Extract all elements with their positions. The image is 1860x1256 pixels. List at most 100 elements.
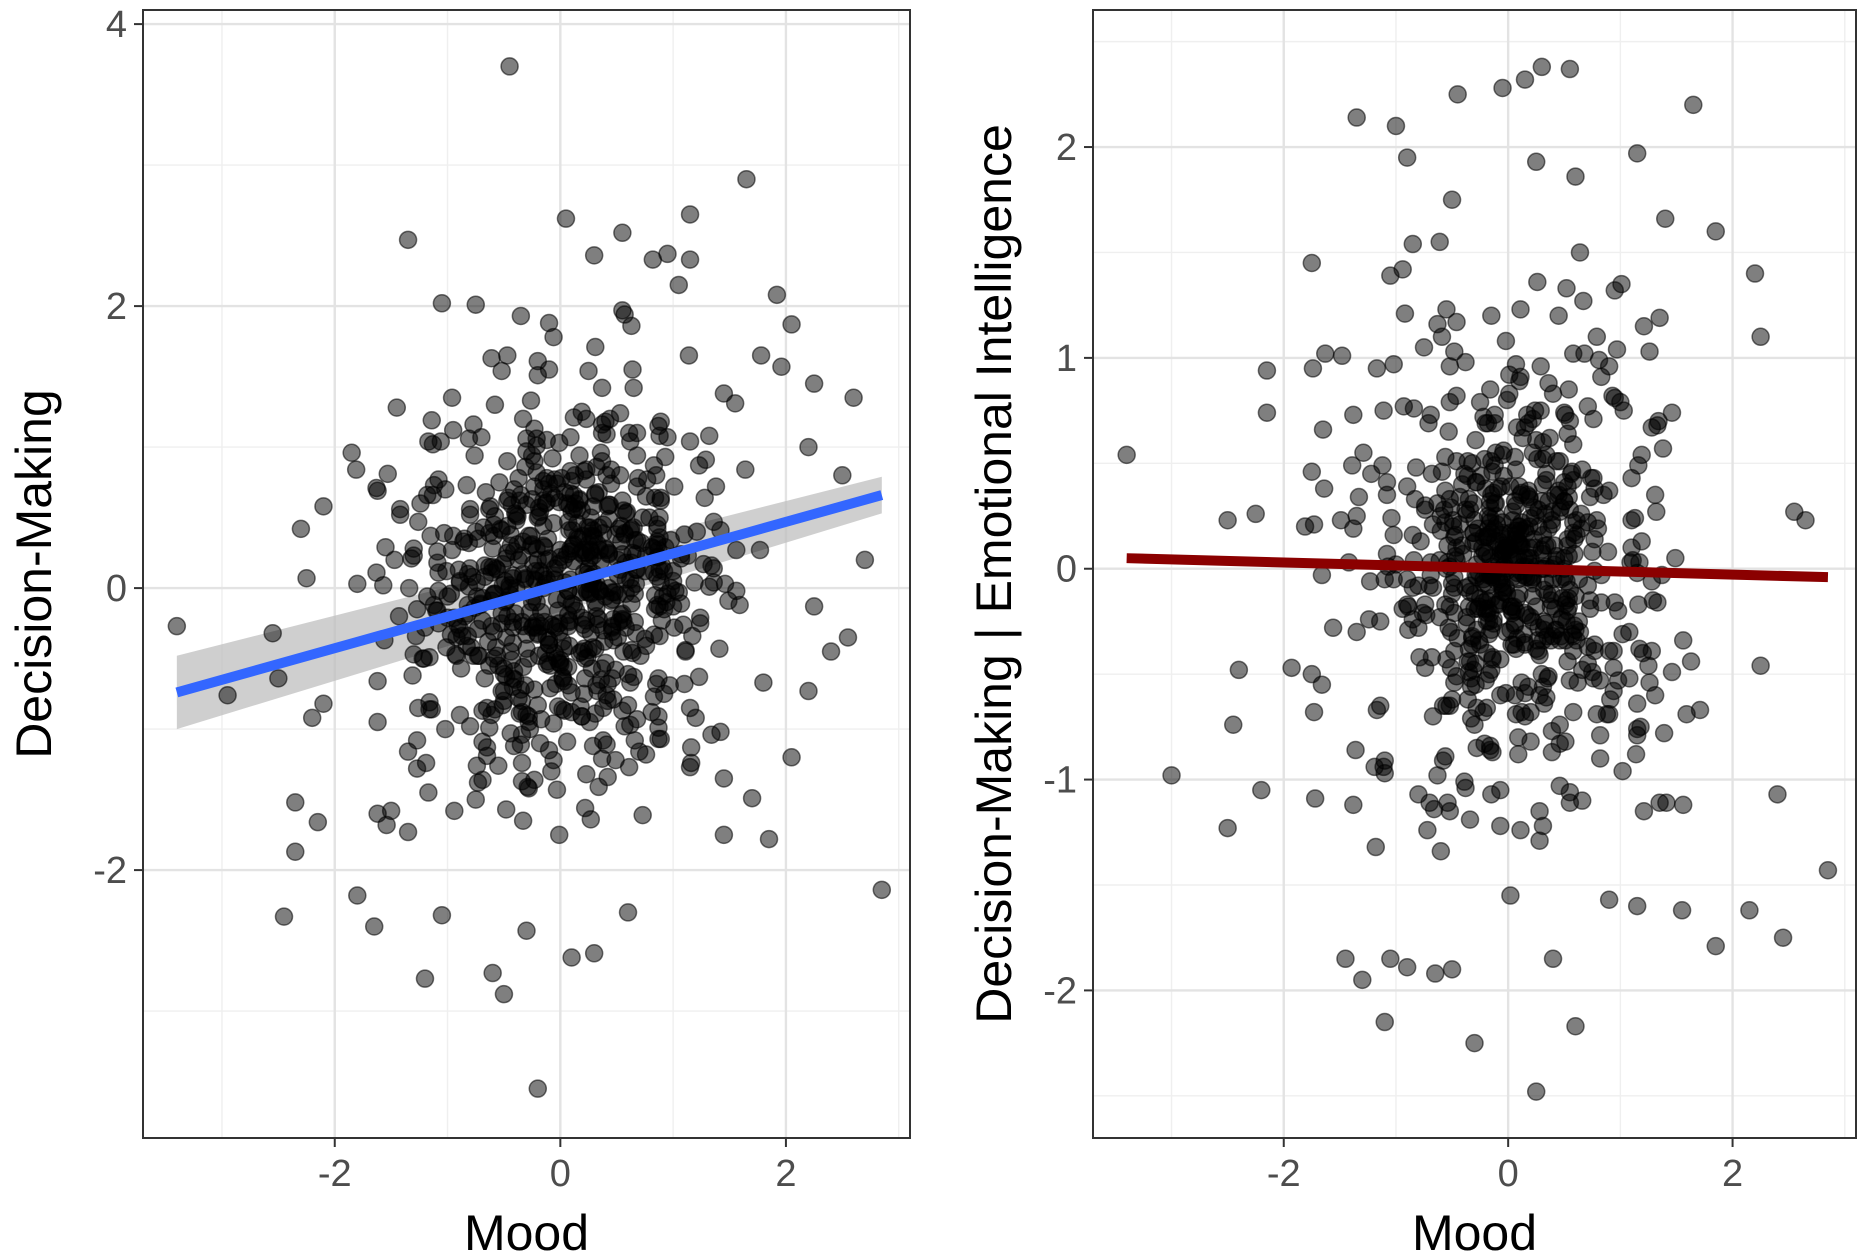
left-data-point: [676, 642, 695, 661]
left-data-point: [451, 659, 471, 678]
right-data-point: [1316, 344, 1335, 363]
left-data-point: [650, 426, 669, 446]
right-data-point: [1397, 477, 1417, 496]
right-data-point: [1570, 243, 1590, 262]
right-data-point: [1530, 685, 1549, 705]
right-data-point: [1344, 405, 1363, 425]
right-data-point: [1344, 519, 1363, 538]
right-data-point: [1590, 749, 1610, 768]
right-data-point: [1507, 418, 1527, 437]
right-data-point: [1477, 698, 1497, 718]
left-data-point: [480, 718, 499, 737]
left-data-point: [577, 764, 596, 784]
left-data-point: [586, 337, 605, 357]
left-data-point: [466, 295, 485, 314]
right-data-point: [1528, 449, 1547, 469]
left-data-point: [398, 230, 418, 250]
left-data-point: [511, 306, 531, 326]
right-data-point: [1559, 380, 1579, 399]
left-data-point: [442, 388, 462, 407]
right-scatter-panel: -2 0 2 -2 -1 0 1 2 Mood Decision-Making | Emotion…: [966, 9, 1857, 1256]
right-data-point: [1653, 439, 1673, 458]
left-data-point: [572, 707, 592, 726]
left-data-point: [622, 640, 641, 660]
left-data-point: [517, 442, 536, 461]
left-data-point: [750, 540, 770, 560]
right-data-point: [1768, 785, 1787, 804]
left-data-point: [498, 346, 517, 365]
right-data-point: [1305, 789, 1325, 808]
right-data-point: [1397, 148, 1417, 167]
right-data-point: [1662, 662, 1682, 682]
left-data-point: [415, 969, 435, 988]
right-y-axis-title: Decision-Making | Emotional Intelligence: [966, 124, 1022, 1024]
right-data-point: [1347, 108, 1366, 127]
right-data-point: [1381, 949, 1400, 969]
right-data-point: [1496, 622, 1516, 642]
left-data-point: [460, 717, 480, 736]
left-data-point: [468, 529, 488, 548]
left-data-point: [650, 508, 669, 527]
left-data-point: [424, 595, 444, 615]
right-data-point: [1517, 605, 1537, 625]
left-data-point: [483, 963, 502, 983]
right-data-point: [1627, 896, 1647, 916]
right-data-point: [1547, 546, 1566, 566]
right-data-point: [1590, 726, 1610, 745]
left-data-point: [714, 384, 734, 403]
left-data-point: [486, 559, 506, 578]
right-data-point: [1460, 652, 1480, 671]
right-data-point: [1526, 1082, 1546, 1101]
left-data-point: [608, 628, 628, 647]
right-data-point: [1581, 468, 1601, 488]
right-data-point: [1650, 793, 1669, 813]
right-data-point: [1673, 795, 1693, 815]
left-data-point: [408, 512, 428, 532]
right-data-point: [1373, 456, 1392, 475]
left-data-point: [742, 788, 762, 808]
right-data-point: [1439, 422, 1458, 441]
right-data-point: [1332, 346, 1352, 366]
left-data-point: [565, 494, 585, 513]
left-data-point: [528, 1079, 548, 1098]
right-x-tick-label: 0: [1498, 1153, 1519, 1195]
right-data-point: [1314, 479, 1334, 498]
left-data-point: [460, 499, 480, 519]
right-data-point: [1506, 460, 1526, 479]
left-data-point: [482, 349, 501, 368]
left-data-point: [592, 378, 612, 398]
left-regression-line: [175, 490, 884, 698]
left-data-point: [572, 402, 592, 422]
left-data-point: [872, 880, 892, 900]
left-data-point: [490, 473, 509, 492]
left-data-point: [598, 767, 617, 787]
right-data-point: [1627, 144, 1647, 163]
left-data-point: [782, 315, 801, 334]
right-data-point: [1515, 707, 1535, 726]
left-data-point: [675, 525, 694, 544]
right-data-point: [1384, 570, 1403, 589]
right-data-point: [1500, 365, 1519, 385]
right-data-point: [1818, 860, 1838, 880]
right-y-tick-label: -1: [1043, 760, 1077, 802]
right-data-point: [1607, 340, 1627, 359]
right-y-tick-label: 0: [1056, 549, 1077, 591]
right-data-point: [1608, 601, 1628, 621]
left-data-point: [736, 460, 755, 479]
right-regression-line: [1126, 553, 1829, 583]
right-data-point: [1406, 458, 1426, 477]
right-data-point: [1543, 949, 1563, 969]
left-data-point: [681, 753, 701, 773]
left-data-point: [618, 903, 638, 922]
right-data-point: [1542, 742, 1562, 762]
left-data-point: [368, 671, 387, 691]
right-data-point: [1656, 209, 1675, 228]
left-data-point: [385, 550, 404, 570]
right-data-point: [1528, 272, 1547, 292]
right-x-tick-label: 2: [1722, 1153, 1743, 1195]
left-data-point: [651, 729, 670, 749]
right-data-point: [1622, 468, 1641, 488]
left-data-point: [544, 750, 563, 770]
left-data-point: [367, 478, 386, 498]
left-data-point: [413, 649, 432, 668]
